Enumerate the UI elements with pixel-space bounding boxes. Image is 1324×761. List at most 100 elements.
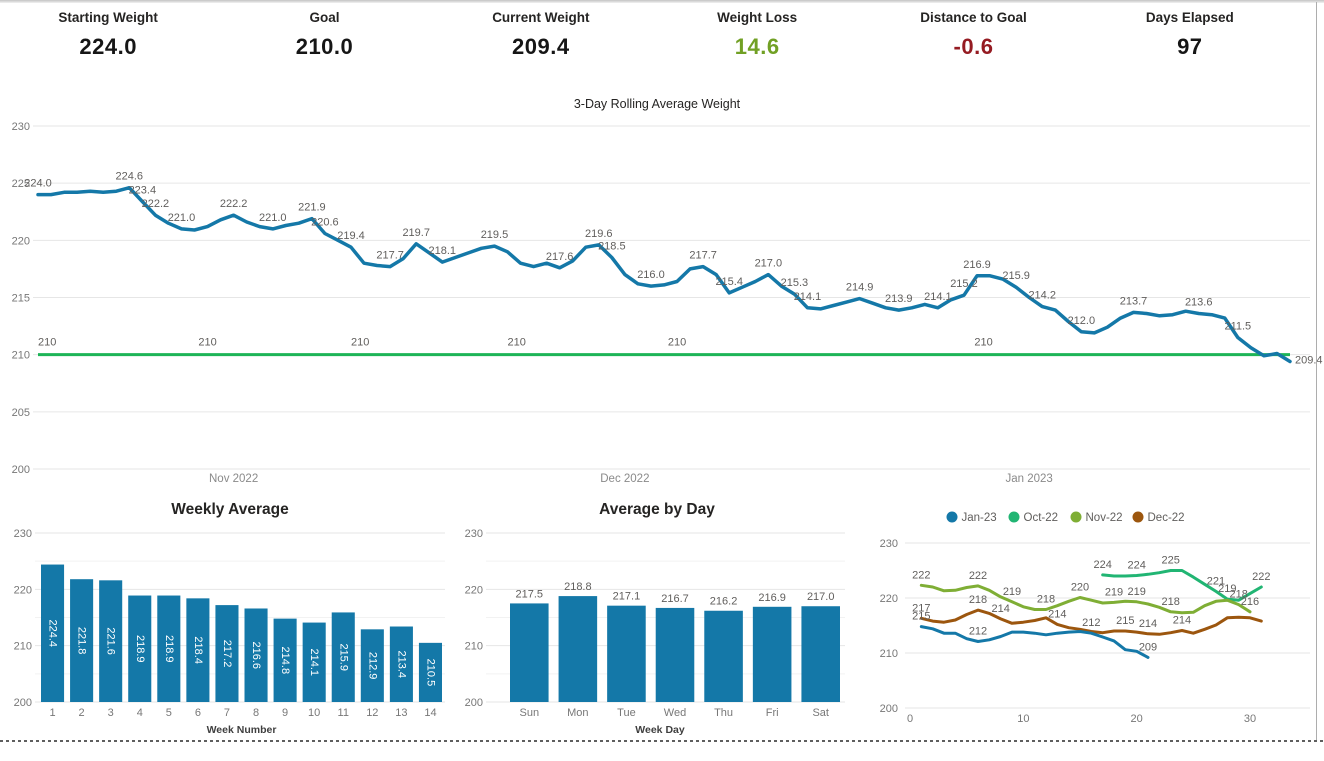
- bar-8[interactable]: [244, 608, 268, 702]
- bar-13[interactable]: [389, 626, 413, 702]
- legend-dot: [946, 511, 958, 523]
- page-boundary-dotted-line: [0, 740, 1324, 742]
- data-label: 222: [969, 570, 987, 582]
- x-tick-label: 0: [907, 713, 913, 725]
- series-line-Oct-22[interactable]: [1101, 569, 1263, 602]
- x-tick-label: 10: [308, 707, 320, 719]
- y-tick-label: 200: [14, 697, 32, 709]
- bar-14[interactable]: [418, 642, 442, 702]
- y-tick-label: 220: [12, 235, 30, 247]
- data-label: 218: [1037, 594, 1055, 606]
- kpi-label: Goal: [309, 10, 340, 25]
- x-tick-label: Sat: [812, 707, 829, 719]
- legend-label: Oct-22: [1024, 512, 1059, 524]
- data-label: 219: [1003, 586, 1021, 598]
- data-label: 219: [1218, 583, 1236, 595]
- bar-3[interactable]: [99, 580, 123, 702]
- data-label: 216.0: [637, 269, 665, 281]
- x-tick-label: 1: [49, 707, 55, 719]
- data-label: 214.1: [794, 291, 822, 303]
- data-label: 222: [1252, 571, 1270, 583]
- kpi-label: Current Weight: [492, 10, 590, 25]
- series-line-Dec-22[interactable]: [919, 608, 1263, 636]
- data-label: 225: [1161, 555, 1179, 567]
- legend-item-Nov-22[interactable]: Nov-22: [1070, 511, 1123, 525]
- kpi-value: 210.0: [295, 34, 354, 59]
- bar-6[interactable]: [186, 598, 210, 702]
- data-label: 224.0: [24, 178, 52, 190]
- bar-Tue[interactable]: [607, 605, 646, 702]
- x-axis-month-label: Jan 2023: [1006, 473, 1053, 485]
- y-tick-label: 210: [465, 641, 483, 653]
- data-label: 216.9: [963, 259, 991, 271]
- legend-item-Oct-22[interactable]: Oct-22: [1008, 511, 1059, 525]
- data-label: 215.3: [781, 277, 809, 289]
- data-label: 220: [1071, 581, 1089, 593]
- bar-value-label: 218.4: [192, 636, 204, 664]
- bar-1[interactable]: [41, 564, 65, 702]
- y-tick-label: 200: [880, 703, 898, 715]
- y-tick-label: 225: [12, 178, 30, 190]
- data-label: 223.4: [129, 184, 157, 196]
- weekly-x-axis-title: Week Number: [206, 724, 277, 736]
- series-line-Nov-22[interactable]: [919, 583, 1252, 615]
- data-label: 222: [912, 569, 930, 581]
- bar-2[interactable]: [70, 579, 94, 702]
- series-line-Jan-23[interactable]: [919, 625, 1150, 659]
- x-tick-label: 3: [108, 707, 114, 719]
- bar-value-label: 218.9: [134, 635, 146, 663]
- byday-x-axis-title: Week Day: [635, 724, 685, 736]
- data-label: 209.4: [1295, 355, 1323, 367]
- goal-line-label: 210: [668, 337, 686, 349]
- data-label: 219.4: [337, 230, 365, 242]
- legend-item-Jan-23[interactable]: Jan-23: [946, 511, 997, 525]
- data-label: 213.9: [885, 293, 913, 305]
- data-label: 214: [1048, 608, 1066, 620]
- kpi-label: Distance to Goal: [920, 10, 1027, 25]
- goal-line-label: 210: [974, 337, 992, 349]
- rolling-chart-title: 3-Day Rolling Average Weight: [573, 97, 741, 111]
- bar-5[interactable]: [157, 595, 181, 702]
- bar-11[interactable]: [331, 612, 355, 702]
- bar-Thu[interactable]: [704, 610, 743, 702]
- bar-Sat[interactable]: [801, 606, 840, 702]
- bar-value-label: 217.2: [221, 640, 233, 668]
- data-label: 215.4: [715, 276, 743, 288]
- data-label: 218: [969, 594, 987, 606]
- bar-Fri[interactable]: [752, 606, 792, 702]
- bar-value-label: 218.8: [564, 581, 592, 593]
- legend-item-Dec-22[interactable]: Dec-22: [1132, 511, 1185, 525]
- bar-Sun[interactable]: [510, 603, 549, 702]
- data-label: 219.7: [402, 227, 430, 239]
- legend-label: Nov-22: [1086, 512, 1123, 524]
- goal-line-label: 210: [198, 337, 216, 349]
- data-label: 209: [1139, 641, 1157, 653]
- bar-9[interactable]: [273, 618, 297, 702]
- data-label: 212: [1082, 617, 1100, 629]
- data-label: 221.9: [298, 202, 326, 214]
- y-tick-label: 205: [12, 407, 30, 419]
- bar-4[interactable]: [128, 595, 152, 702]
- average-by-day-bar-chart: 200 210 220 230 Sun Mon Tue Wed Thu Fri Sat 217.5 21…: [465, 528, 845, 719]
- bar-12[interactable]: [360, 629, 384, 702]
- rolling-average-line[interactable]: [36, 185, 1292, 364]
- data-label: 215: [1116, 615, 1134, 627]
- data-label: 224: [1093, 559, 1111, 571]
- y-tick-label: 210: [12, 350, 30, 362]
- bar-value-label: 214.1: [308, 649, 320, 677]
- x-tick-label: 9: [282, 707, 288, 719]
- legend-label: Jan-23: [962, 512, 997, 524]
- x-tick-label: Fri: [766, 707, 779, 719]
- x-tick-label: 20: [1131, 713, 1143, 725]
- bar-Wed[interactable]: [655, 607, 695, 702]
- bar-10[interactable]: [302, 622, 326, 702]
- data-label: 217.0: [755, 258, 783, 270]
- data-label: 218: [1229, 589, 1247, 601]
- bar-Mon[interactable]: [558, 596, 598, 702]
- bar-value-label: 216.7: [661, 593, 689, 605]
- right-pane-divider: [1316, 2, 1317, 740]
- data-label: 224.6: [116, 171, 144, 183]
- legend-label: Dec-22: [1148, 512, 1185, 524]
- bar-7[interactable]: [215, 605, 239, 702]
